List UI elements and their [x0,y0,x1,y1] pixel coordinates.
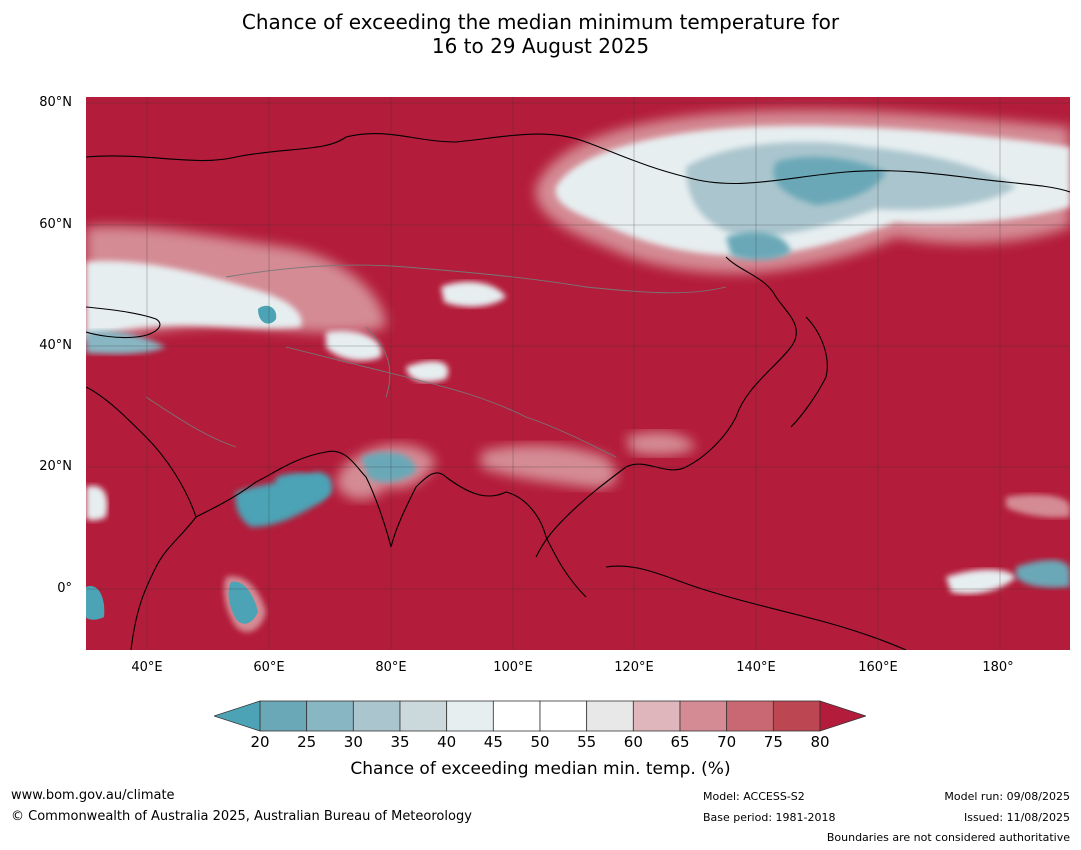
colorbar-over-arrow [819,700,866,732]
colorbar-tick-label: 80 [810,733,830,751]
colorbar-tick-label: 30 [343,733,363,751]
country-borders [145,264,727,458]
title-line-1: Chance of exceeding the median minimum t… [241,10,840,34]
footer-model: Model: ACCESS-S2 [703,790,805,803]
west-asia-mixed-region [86,226,506,382]
colorbar-bin [492,700,541,732]
colorbar-label: Chance of exceeding median min. temp. (%… [350,759,731,779]
lon-label-120e: 120°E [614,660,654,675]
lon-label-40e: 40°E [131,660,163,675]
title-line-2: 16 to 29 August 2025 [431,34,650,58]
colorbar-tick-label: 65 [670,733,690,751]
siberia-low-probability-region [535,109,1070,274]
footer-issued: Issued: 11/08/2025 [963,811,1070,824]
pacific-low-probability-region [86,485,1070,620]
colorbar-tick-label: 60 [623,733,643,751]
footer-model-run: Model run: 09/08/2025 [944,790,1070,803]
footer-base-period: Base period: 1981-2018 [703,811,836,824]
map-title: Chance of exceeding the median minimum t… [0,10,1081,58]
map-canvas [86,97,1070,650]
forecast-map [86,97,1070,650]
footer-website: www.bom.gov.au/climate [11,788,175,803]
coastlines [86,133,1070,650]
colorbar-tick-label: 55 [577,733,597,751]
lat-label-20n: 20°N [39,459,72,474]
colorbar-bin [399,700,448,732]
lon-label-100e: 100°E [493,660,533,675]
colorbar-bin [539,700,588,732]
colorbar-bin [632,700,681,732]
colorbar-tick-label: 50 [530,733,550,751]
colorbar-bin [259,700,308,732]
colorbar-bin [586,700,634,732]
lon-label-60e: 60°E [253,660,285,675]
colorbar-tick-label: 35 [390,733,410,751]
footer-copyright: © Commonwealth of Australia 2025, Austra… [11,809,472,824]
colorbar-bin [352,700,401,732]
lon-label-180: 180° [982,660,1014,675]
colorbar-bin [446,700,494,732]
colorbar [214,700,866,732]
lat-label-0: 0° [57,581,72,596]
colorbar-bin [772,700,821,732]
lon-label-160e: 160°E [858,660,898,675]
lat-label-80n: 80°N [39,95,72,110]
colorbar-tick-label: 25 [297,733,317,751]
lat-label-60n: 60°N [39,217,72,232]
lon-label-80e: 80°E [375,660,407,675]
colorbar-tick-label: 45 [483,733,503,751]
colorbar-tick-label: 70 [717,733,737,751]
colorbar-tick-label: 40 [437,733,457,751]
gridlines [86,97,1070,650]
footer-disclaimer: Boundaries are not considered authoritat… [826,831,1070,844]
colorbar-bin [679,700,728,732]
colorbar-under-arrow [214,700,261,732]
colorbar-bin [306,700,354,732]
south-asia-low-probability-region [224,431,696,632]
colorbar-tick-label: 20 [250,733,270,751]
lat-label-40n: 40°N [39,338,72,353]
lon-label-140e: 140°E [736,660,776,675]
colorbar-tick-label: 75 [763,733,783,751]
colorbar-bin [726,700,774,732]
